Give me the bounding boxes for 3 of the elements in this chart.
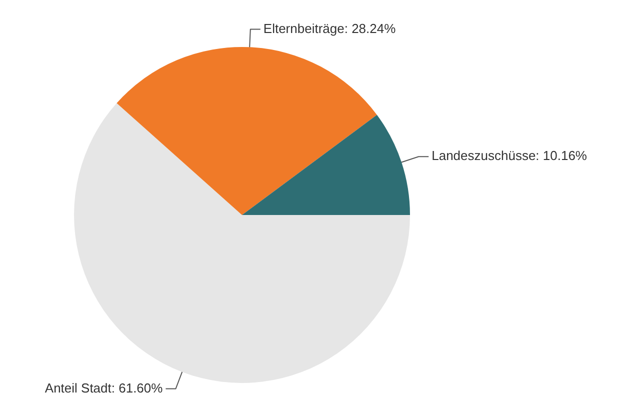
- slice-label: Elternbeiträge: 28.24%: [263, 20, 396, 36]
- slice-label: Landeszuschüsse: 10.16%: [432, 148, 588, 164]
- slice-label: Anteil Stadt: 61.60%: [44, 380, 164, 396]
